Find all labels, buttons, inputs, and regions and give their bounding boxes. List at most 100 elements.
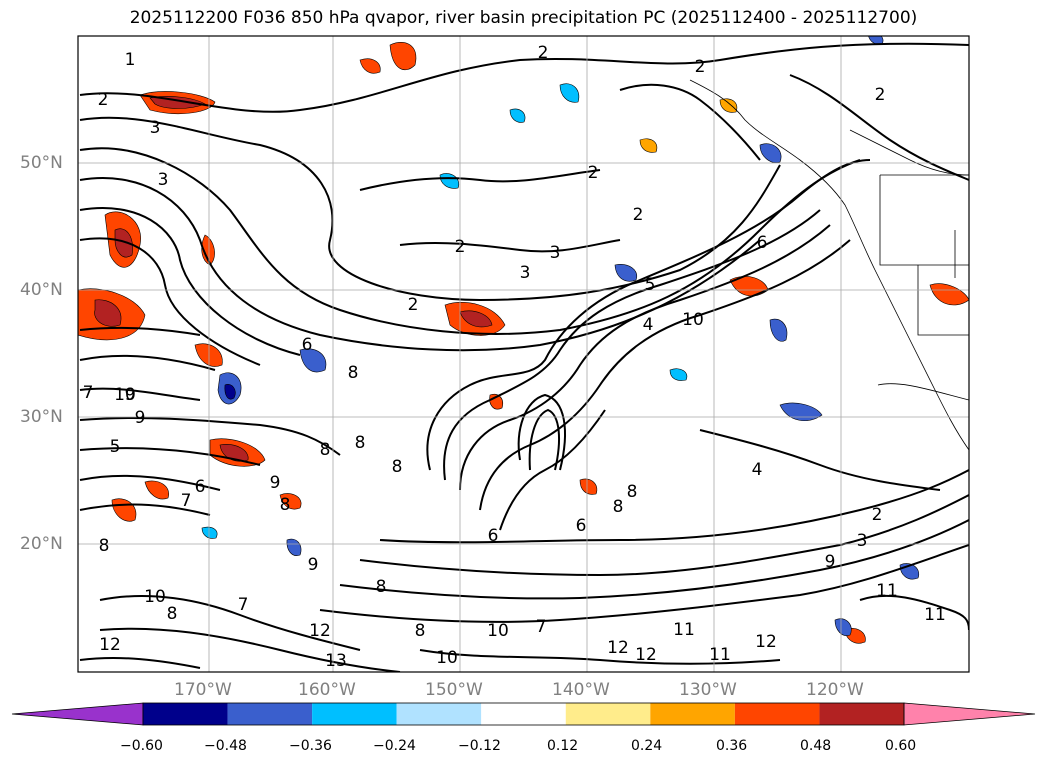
colorbar-tick-label: −0.12 xyxy=(458,738,501,754)
contour-label: 10 xyxy=(114,385,136,405)
colorbar-tick-label: −0.48 xyxy=(204,738,247,754)
map-frame xyxy=(77,35,970,673)
precip-negative-patches xyxy=(201,36,920,636)
contour-label: 6 xyxy=(757,233,768,253)
contour-label: 10 xyxy=(144,587,166,607)
contour-label: 2 xyxy=(98,90,109,110)
colorbar-frame xyxy=(142,702,905,726)
colorbar xyxy=(11,702,1036,726)
contour-label: 6 xyxy=(302,335,313,355)
colorbar-tick-label: 0.36 xyxy=(716,738,748,754)
lat-label-50n: 50°N xyxy=(20,153,63,173)
contour-label: 9 xyxy=(270,473,281,493)
contour-label: 3 xyxy=(550,243,561,263)
contour-label: 8 xyxy=(376,577,387,597)
contour-label: 6 xyxy=(488,526,499,546)
contour-label: 9 xyxy=(308,555,319,575)
colorbar-extend-high xyxy=(903,702,1036,726)
lon-label-150w: 150°W xyxy=(425,680,483,700)
lon-label-160w: 160°W xyxy=(298,680,356,700)
map-title: 2025112200 F036 850 hPa qvapor, river ba… xyxy=(129,8,918,28)
contour-label: 8 xyxy=(627,482,638,502)
contour-label: 7 xyxy=(181,491,192,511)
contour-label: 3 xyxy=(158,170,169,190)
contour-label: 8 xyxy=(613,497,624,517)
contour-label: 12 xyxy=(607,638,629,658)
contour-label: 12 xyxy=(755,632,777,652)
colorbar-segment xyxy=(819,703,904,725)
map-gridlines xyxy=(78,36,969,672)
lat-label-20n: 20°N xyxy=(20,534,63,554)
coastlines xyxy=(689,79,969,451)
colorbar-segment xyxy=(312,703,397,725)
contour-label: 7 xyxy=(238,595,249,615)
contour-label: 2 xyxy=(875,85,886,105)
contour-label: 10 xyxy=(682,310,704,330)
contour-label: 2 xyxy=(538,43,549,63)
contour-label: 8 xyxy=(167,604,178,624)
contour-label: 2 xyxy=(633,205,644,225)
colorbar-segment xyxy=(481,703,566,725)
colorbar-segment xyxy=(650,703,735,725)
colorbar-segment xyxy=(565,703,651,725)
contour-label: 5 xyxy=(645,275,656,295)
contour-label: 2 xyxy=(408,295,419,315)
contour-label: 10 xyxy=(436,648,458,668)
contour-label: 7 xyxy=(536,617,547,637)
colorbar-segment xyxy=(143,703,228,725)
contour-label: 10 xyxy=(487,621,509,641)
contour-label: 6 xyxy=(576,516,587,536)
contour-label: 2 xyxy=(455,237,466,257)
colorbar-tick-label: −0.36 xyxy=(289,738,332,754)
contour-label: 9 xyxy=(125,385,136,405)
contour-label: 8 xyxy=(348,363,359,383)
contour-label: 11 xyxy=(924,605,946,625)
contour-label: 12 xyxy=(99,635,121,655)
colorbar-tick-label: −0.60 xyxy=(120,738,163,754)
contour-label: 3 xyxy=(857,531,868,551)
lon-label-140w: 140°W xyxy=(552,680,610,700)
contour-label: 8 xyxy=(320,440,331,460)
contour-label: 13 xyxy=(325,651,347,671)
contour-label: 4 xyxy=(643,315,654,335)
lon-label-130w: 130°W xyxy=(679,680,737,700)
contour-label: 8 xyxy=(280,495,291,515)
contour-label: 8 xyxy=(415,621,426,641)
contour-label: 11 xyxy=(876,581,898,601)
contour-label: 3 xyxy=(150,118,161,138)
contour-label: 11 xyxy=(709,645,731,665)
contour-label: 11 xyxy=(673,620,695,640)
contour-label: 12 xyxy=(635,645,657,665)
colorbar-segment xyxy=(734,703,820,725)
contour-label: 9 xyxy=(135,408,146,428)
colorbar-tick-label: −0.24 xyxy=(373,738,416,754)
contour-label: 2 xyxy=(588,163,599,183)
colorbar-segment xyxy=(396,703,482,725)
colorbar-tick-label: 0.12 xyxy=(547,738,579,754)
colorbar-tick-label: 0.24 xyxy=(631,738,663,754)
lat-label-30n: 30°N xyxy=(20,407,63,427)
lon-label-170w: 170°W xyxy=(174,680,232,700)
lat-label-40n: 40°N xyxy=(20,280,63,300)
colorbar-tick-label: 0.48 xyxy=(800,738,832,754)
lon-label-120w: 120°W xyxy=(806,680,864,700)
colorbar-segment xyxy=(227,703,313,725)
contour-label: 7 xyxy=(83,383,94,403)
colorbar-tick-label: 0.60 xyxy=(885,738,917,754)
qvapor-contours xyxy=(79,42,969,672)
contour-label: 2 xyxy=(695,57,706,77)
contour-label: 2 xyxy=(872,505,883,525)
contour-label: 6 xyxy=(195,477,206,497)
contour-label: 8 xyxy=(99,536,110,556)
colorbar-extend-low xyxy=(11,702,144,726)
contour-label: 8 xyxy=(355,433,366,453)
contour-label: 8 xyxy=(392,457,403,477)
contour-label: 4 xyxy=(752,460,763,480)
contour-label: 9 xyxy=(825,552,836,572)
contour-label: 1 xyxy=(125,50,136,70)
contour-label: 12 xyxy=(309,621,331,641)
contour-label: 3 xyxy=(520,263,531,283)
